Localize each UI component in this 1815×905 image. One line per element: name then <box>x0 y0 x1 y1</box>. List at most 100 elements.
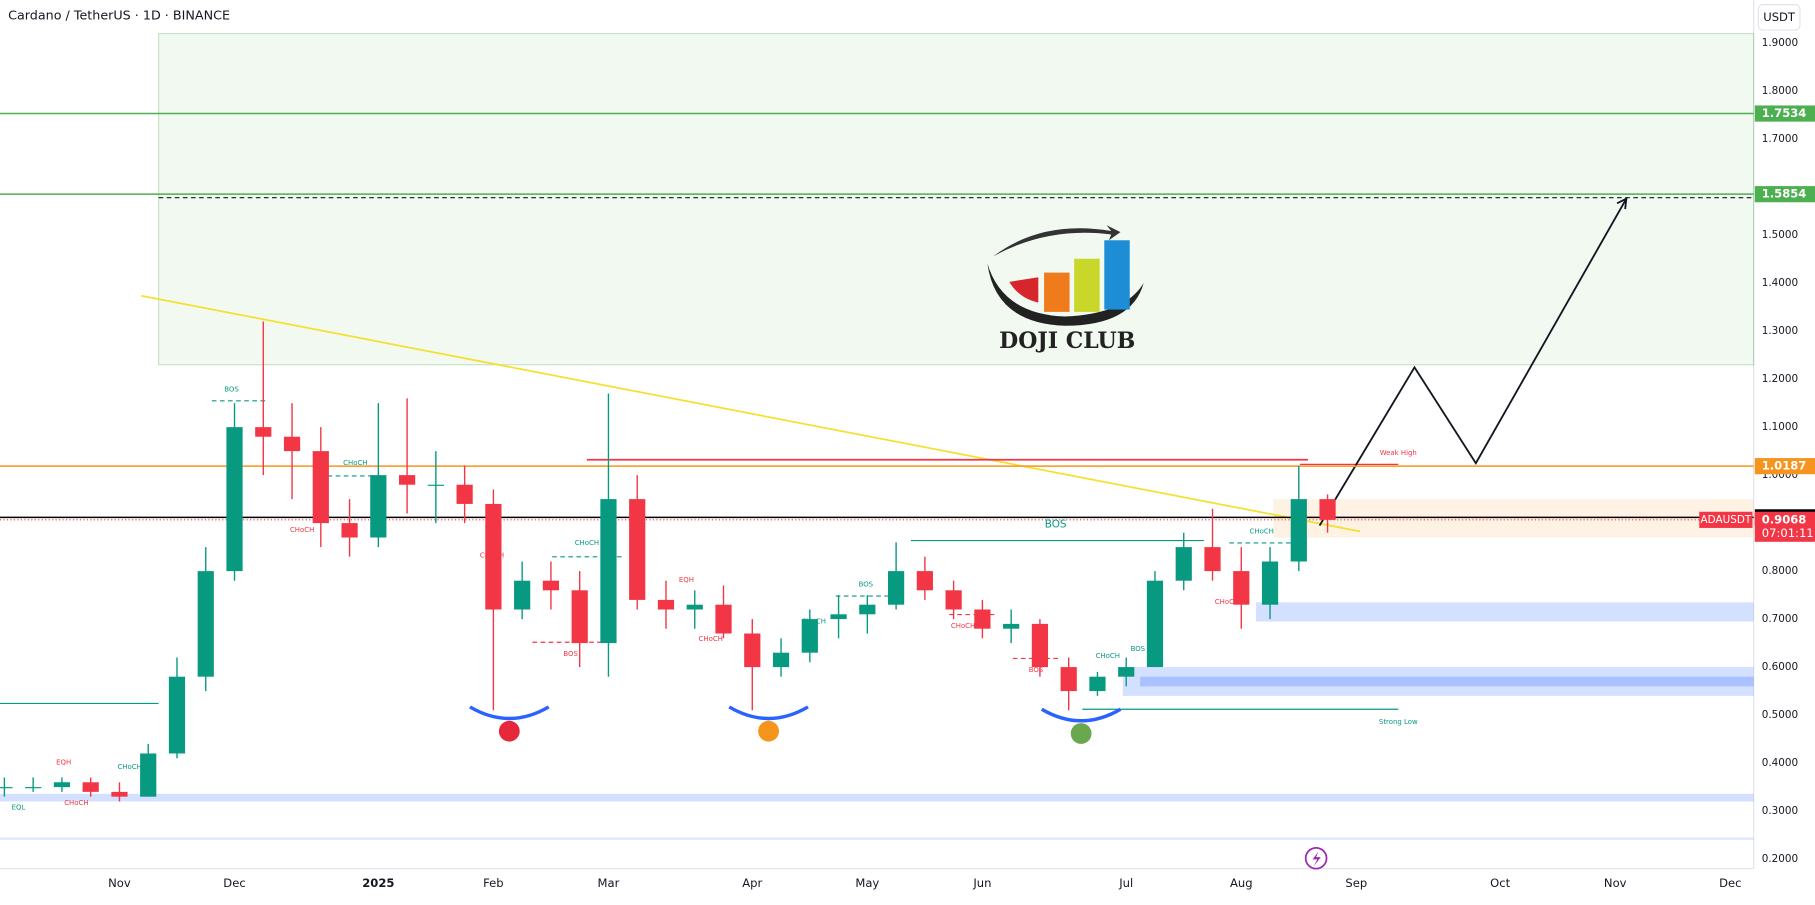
x-tick-label: Jul <box>1118 876 1133 890</box>
annotation: CHoCH <box>575 539 599 547</box>
annotation: CHoCH <box>1215 598 1239 606</box>
bottom-dot <box>498 720 520 742</box>
price-label-box <box>1754 511 1815 542</box>
annotation: CHoCH <box>117 763 141 771</box>
candle-body <box>1204 547 1221 572</box>
logo-bar <box>1074 258 1100 312</box>
candle-body <box>168 676 186 754</box>
annotation: Strong Low <box>1379 718 1418 726</box>
currency-label[interactable]: USDT <box>1763 10 1796 24</box>
logo-bar <box>1104 240 1130 310</box>
logo-swoosh <box>987 263 1144 326</box>
annotation: CHoCH <box>951 622 975 630</box>
candle-body <box>1290 499 1307 562</box>
candle-body <box>0 787 13 789</box>
candle-body <box>226 427 243 572</box>
annotation: CHoCH <box>343 459 367 467</box>
y-tick-label: 0.4000 <box>1762 757 1798 769</box>
candle-body <box>1089 676 1106 692</box>
x-tick-label: Apr <box>742 876 762 890</box>
y-tick-label: 1.2000 <box>1762 373 1798 385</box>
price-label: 0.9068 <box>1762 512 1807 526</box>
candle-body <box>1060 667 1077 692</box>
x-tick-label: Dec <box>223 876 245 890</box>
y-tick-label: 1.3000 <box>1762 325 1798 337</box>
candle-body <box>830 614 847 620</box>
bottom-arc <box>728 705 809 721</box>
event-icon <box>1304 846 1328 870</box>
currency-button[interactable] <box>1757 4 1801 31</box>
candle-body <box>485 503 502 610</box>
y-tick-label: 0.7000 <box>1762 613 1798 625</box>
trendline <box>141 294 1361 533</box>
y-tick-label: 1.9000 <box>1762 37 1798 49</box>
symbol-tag: ADAUSDT <box>1701 514 1752 526</box>
candle-body <box>255 427 272 437</box>
y-tick-label: 1.7000 <box>1762 133 1798 145</box>
logo-bar <box>1009 277 1039 303</box>
candle-body <box>283 436 301 452</box>
x-tick-label: Oct <box>1490 876 1510 890</box>
x-tick-label: Nov <box>1604 876 1627 890</box>
candle-body <box>1118 667 1135 677</box>
candle-body <box>600 499 617 644</box>
x-tick-label: Feb <box>483 876 503 890</box>
annotation: CHoCH <box>290 526 314 534</box>
projection-arrowhead <box>1616 197 1628 210</box>
annotation: CHoCH <box>699 635 723 643</box>
y-tick-label: 0.6000 <box>1762 661 1798 673</box>
bottom-dot <box>758 720 780 742</box>
zone <box>158 33 1755 366</box>
annotation: EQH <box>56 758 71 766</box>
zone <box>1140 676 1754 687</box>
candle-body <box>370 475 387 538</box>
price-label-box <box>1754 105 1815 122</box>
candle-body <box>1146 580 1164 668</box>
bottom-arc <box>1040 707 1122 723</box>
candle-body <box>629 499 646 600</box>
annotation: BOS <box>224 385 239 393</box>
zone <box>1273 499 1754 538</box>
y-tick-label: 0.5000 <box>1762 709 1798 721</box>
annotation: BOS <box>563 650 578 658</box>
x-tick-label: Nov <box>108 876 131 890</box>
x-tick-label: Dec <box>1719 876 1741 890</box>
annotation: BOS <box>859 580 874 588</box>
x-tick-label: Jun <box>972 876 991 890</box>
y-tick-label: 1.1000 <box>1762 421 1798 433</box>
candle-body <box>801 619 818 653</box>
annotation: Weak High <box>1380 449 1417 457</box>
zones <box>0 33 1755 840</box>
y-tick-label: 0.8000 <box>1762 565 1798 577</box>
candle-body <box>744 633 761 668</box>
candle-body <box>859 604 876 615</box>
chart-title: Cardano / TetherUS · 1D · BINANCE <box>8 8 230 23</box>
x-tick-label: May <box>855 876 879 890</box>
projection-path <box>1318 198 1628 527</box>
candle-body <box>686 604 703 610</box>
x-tick-label: Aug <box>1230 876 1253 890</box>
candle-body <box>140 753 157 797</box>
zone <box>1255 602 1754 622</box>
annotation: EQH <box>679 576 694 584</box>
candles <box>0 112 1754 802</box>
annotations: BOS CHoCH CHoCH CHoCH CHoCH BOS EQH CHoCH CHoCH B… <box>12 385 1418 811</box>
x-tick-label: Mar <box>598 876 620 890</box>
x-tick-label: 2025 <box>362 876 394 890</box>
candle-body <box>772 652 790 668</box>
candle-body <box>945 590 962 610</box>
axes: 0.2000 0.3000 0.4000 0.5000 0.6000 0.7000 0.80… <box>108 37 1815 890</box>
annotation: BOS <box>1131 645 1146 653</box>
candle-body <box>571 590 588 644</box>
candle-body <box>657 599 675 610</box>
zone <box>0 837 1754 840</box>
candle-body <box>514 580 531 610</box>
y-tick-label: 0.2000 <box>1762 853 1798 865</box>
y-tick-label: 0.3000 <box>1762 805 1798 817</box>
x-tick-label: Sep <box>1345 876 1367 890</box>
candle-body <box>197 571 214 677</box>
annotation: CHoCH <box>802 617 826 625</box>
